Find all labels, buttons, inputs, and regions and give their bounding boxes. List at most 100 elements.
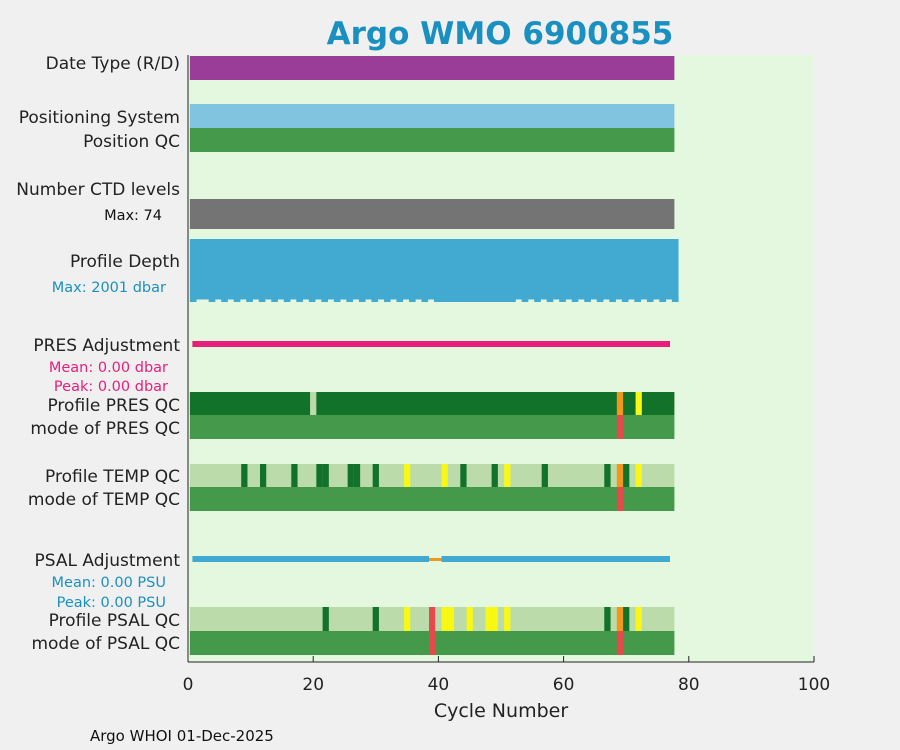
profile-depth-bar-cycle-68 <box>609 239 616 302</box>
profile-depth-bar-cycle-7 <box>227 239 235 300</box>
profile-depth-bar-cycle-26 <box>346 239 354 302</box>
profile_temp_qc-flag-cycle-70 <box>623 464 630 487</box>
profile-depth-bar-cycle-2 <box>196 239 203 300</box>
profile-depth-bar-cycle-51 <box>502 239 510 302</box>
profile-depth-bar-cycle-74 <box>646 239 654 302</box>
profile_psal_qc-flag-cycle-45 <box>466 607 473 631</box>
profile_temp_qc-flag-cycle-17 <box>291 464 298 487</box>
profile-depth-bar-cycle-10 <box>246 239 253 302</box>
profile-depth-bar-cycle-39 <box>427 239 435 300</box>
profile-depth-bar-cycle-28 <box>358 239 366 302</box>
profile_temp_qc-flag-cycle-44 <box>460 464 467 487</box>
label-profile-temp-qc: Profile TEMP QC <box>45 467 180 487</box>
profile-depth-bar-cycle-36 <box>408 239 416 302</box>
profile_psal_qc-flag-cycle-22 <box>322 607 329 631</box>
mode_temp_qc-flag-cycle-69 <box>616 487 624 511</box>
profile-depth-bar-cycle-21 <box>315 239 322 300</box>
profile-depth-bar-cycle-60 <box>559 239 566 302</box>
profile-depth-bar-cycle-20 <box>308 239 316 302</box>
x-tick-label-80: 80 <box>678 675 700 695</box>
mode_pres_qc-flag-cycle-69 <box>616 415 624 439</box>
profile-depth-bar-cycle-1 <box>189 239 197 302</box>
position-qc-bar <box>189 128 675 152</box>
profile_psal_qc-flag-cycle-49 <box>491 607 498 631</box>
profile-depth-bar-cycle-72 <box>634 239 641 302</box>
profile_temp_qc-flag-cycle-22 <box>322 464 329 487</box>
x-tick-label-60: 60 <box>553 675 575 695</box>
profile-depth-bar-cycle-27 <box>352 239 360 300</box>
profile-depth-bar-cycle-16 <box>283 239 291 302</box>
x-tick-label-40: 40 <box>428 675 450 695</box>
x-axis-label: Cycle Number <box>434 700 568 722</box>
profile_temp_qc-flag-cycle-30 <box>372 464 379 487</box>
profile_temp_qc-flag-cycle-72 <box>635 464 642 487</box>
label-profile-psal-qc: Profile PSAL QC <box>49 611 180 631</box>
profile-depth-bar-cycle-56 <box>534 239 541 302</box>
profile_temp_qc-flag-cycle-67 <box>604 464 611 487</box>
profile-depth-bar-cycle-67 <box>603 239 610 300</box>
profile_psal_qc-flag-cycle-67 <box>604 607 611 631</box>
profile-depth-bar-cycle-40 <box>434 239 441 302</box>
label-profile-depth: Profile Depth <box>70 252 180 272</box>
profile_pres_qc-flag-cycle-20 <box>310 392 317 415</box>
label-mode-pres-qc: mode of PRES QC <box>30 419 180 439</box>
profile-depth-bar-cycle-63 <box>577 239 585 300</box>
x-tick-label-20: 20 <box>302 675 324 695</box>
profile_pres_qc-bar <box>189 392 675 415</box>
profile-depth-bar-cycle-38 <box>421 239 429 302</box>
profile_psal_qc-flag-cycle-35 <box>403 607 411 631</box>
profile-depth-bar-cycle-31 <box>377 239 385 300</box>
pres-adj-mean: Mean: 0.00 dbar <box>49 360 168 376</box>
profile-depth-bar-cycle-61 <box>565 239 573 300</box>
profile-depth-bar-cycle-19 <box>302 239 310 300</box>
profile-depth-bar-cycle-24 <box>333 239 341 302</box>
profile_pres_qc-flag-cycle-72 <box>635 392 642 415</box>
profile-depth-bar-cycle-48 <box>484 239 491 302</box>
profile_pres_qc-flag-cycle-69 <box>616 392 624 415</box>
profile_temp_qc-flag-cycle-57 <box>541 464 548 487</box>
label-positioning-system: Positioning System <box>19 108 180 128</box>
profile-depth-bar-cycle-30 <box>371 239 379 302</box>
profile-depth-bar-cycle-17 <box>290 239 297 300</box>
pres-adjustment-line <box>192 341 671 347</box>
psal-adjustment-gap <box>429 558 442 561</box>
profile_psal_qc-flag-cycle-69 <box>616 607 624 631</box>
profile-depth-bar-cycle-62 <box>571 239 579 302</box>
profile-depth-bar-cycle-12 <box>258 239 266 302</box>
mode_temp_qc-bar <box>189 487 675 511</box>
profile-depth-bar-cycle-59 <box>552 239 560 300</box>
profile-depth-bar-cycle-46 <box>471 239 479 302</box>
profile-depth-bar-cycle-65 <box>590 239 598 300</box>
date-type-bar <box>189 56 675 80</box>
profile-depth-bar-cycle-64 <box>584 239 591 302</box>
profile-depth-bar-cycle-11 <box>252 239 260 300</box>
profile-depth-bar-cycle-54 <box>521 239 529 302</box>
profile-depth-bar-cycle-50 <box>496 239 504 302</box>
profile-depth-bar-cycle-76 <box>659 239 667 302</box>
profile_psal_qc-flag-cycle-42 <box>447 607 455 631</box>
positioning-system-bar <box>189 104 675 128</box>
mode_pres_qc-bar <box>189 415 675 439</box>
profile_psal_qc-flag-cycle-72 <box>635 607 642 631</box>
profile-depth-bar-cycle-69 <box>615 239 623 300</box>
profile-depth-bar-cycle-8 <box>233 239 241 302</box>
profile-depth-bar-cycle-18 <box>296 239 303 302</box>
profile_psal_qc-flag-cycle-51 <box>504 607 511 631</box>
profile_temp_qc-flag-cycle-51 <box>504 464 511 487</box>
profile-depth-bar-cycle-4 <box>208 239 216 302</box>
x-tick-label-0: 0 <box>183 675 194 695</box>
profile-depth-bar-cycle-78 <box>671 239 679 302</box>
profile-depth-bar-cycle-3 <box>202 239 210 300</box>
profile-depth-bar-cycle-70 <box>621 239 629 302</box>
profile-depth-bar-cycle-9 <box>239 239 247 300</box>
data-bars <box>189 56 679 655</box>
pres-adj-peak: Peak: 0.00 dbar <box>54 379 168 395</box>
profile-depth-bar-cycle-45 <box>465 239 472 302</box>
profile-depth-bar-cycle-5 <box>214 239 222 300</box>
profile_temp_qc-flag-cycle-9 <box>241 464 248 487</box>
profile-depth-bar-cycle-6 <box>221 239 228 302</box>
profile_psal_qc-flag-cycle-41 <box>441 607 448 631</box>
profile_temp_qc-bar <box>189 464 675 487</box>
profile_temp_qc-flag-cycle-41 <box>441 464 448 487</box>
